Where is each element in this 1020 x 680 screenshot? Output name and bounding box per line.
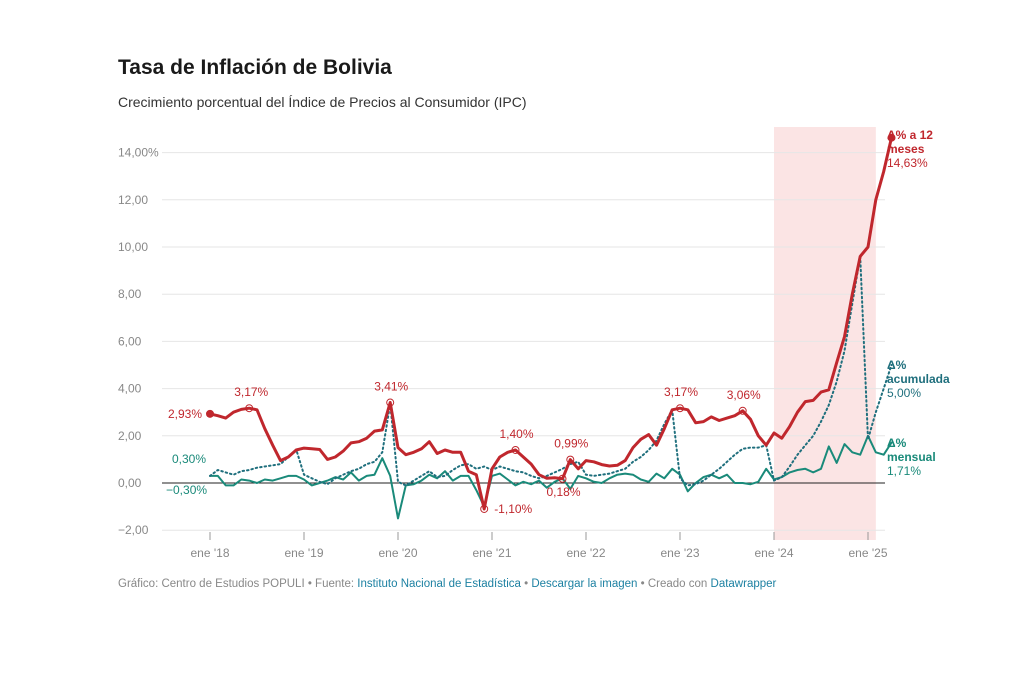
annotation-marker bbox=[558, 474, 567, 483]
y-tick-label: 0,00 bbox=[118, 476, 142, 490]
annual-start-point bbox=[206, 409, 214, 418]
annotation-marker bbox=[738, 406, 747, 415]
series-name-label: Δ% bbox=[887, 358, 907, 372]
end-label-layer: Δ% a 12meses14,63%Δ%acumulada5,00%Δ%mens… bbox=[887, 128, 950, 478]
series-name-label: meses bbox=[887, 142, 925, 156]
data-label: 0,99% bbox=[554, 437, 588, 451]
chart-title: Tasa de Inflación de Bolivia bbox=[118, 56, 392, 79]
y-tick-label: 6,00 bbox=[118, 334, 142, 348]
data-label: -1,10% bbox=[494, 502, 532, 516]
y-axis: 14,00% 12,00 10,00 8,00 6,00 4,00 2,00 0,00 −2,0… bbox=[118, 146, 159, 538]
x-tick-label: ene '25 bbox=[849, 546, 888, 560]
y-tick-label: 4,00 bbox=[118, 382, 142, 396]
source-link[interactable]: Instituto Nacional de Estadística bbox=[357, 578, 521, 590]
series-name-label: mensual bbox=[887, 450, 936, 464]
chart-footer: Gráfico: Centro de Estudios POPULI • Fue… bbox=[118, 578, 776, 590]
grid-layer bbox=[162, 152, 885, 531]
data-label: 0,30% bbox=[172, 452, 206, 466]
annotation-marker bbox=[676, 404, 684, 413]
x-tick-label: ene '21 bbox=[473, 546, 512, 560]
x-tick-label: ene '24 bbox=[755, 546, 794, 560]
data-label: 3,17% bbox=[234, 385, 268, 399]
footer-separator: • bbox=[520, 578, 532, 590]
data-label: 0,18% bbox=[547, 485, 581, 499]
highlight-band-layer bbox=[774, 127, 876, 540]
series-end-value: 5,00% bbox=[887, 386, 921, 400]
download-image-link[interactable]: Descargar la imagen bbox=[531, 578, 638, 590]
y-tick-label: 8,00 bbox=[118, 287, 142, 301]
x-tick-label: ene '18 bbox=[191, 546, 230, 560]
data-label: 1,40% bbox=[500, 427, 534, 441]
series-cumulative-line bbox=[209, 255, 893, 487]
x-tick-label: ene '20 bbox=[379, 546, 418, 560]
data-label: 3,17% bbox=[664, 385, 698, 399]
data-label: 2,93% bbox=[168, 407, 202, 421]
annotation-marker bbox=[245, 404, 254, 413]
x-tick-label: ene '22 bbox=[567, 546, 606, 560]
annotation-marker bbox=[511, 445, 520, 454]
series-name-label: Δ% a 12 bbox=[887, 128, 933, 142]
series-name-label: Δ% bbox=[887, 436, 907, 450]
series-annual-line bbox=[208, 136, 893, 511]
y-tick-label: 12,00 bbox=[118, 193, 148, 207]
annotation-marker bbox=[386, 398, 395, 407]
series-name-label: acumulada bbox=[887, 372, 950, 386]
y-tick-label: −2,00 bbox=[118, 523, 149, 537]
footer-credit: Gráfico: Centro de Estudios POPULI • Fue… bbox=[118, 578, 358, 590]
series-end-value: 1,71% bbox=[887, 464, 921, 478]
data-label: −0,30% bbox=[166, 483, 207, 497]
annotation-layer: 2,93% 3,17% 3,41% -1,10% 1,40% 0,18% 0,99% 3,17… bbox=[166, 380, 761, 516]
annual-end-point bbox=[887, 133, 896, 142]
highlight-band bbox=[774, 127, 876, 540]
data-label: 3,06% bbox=[727, 388, 761, 402]
footer-created-with: • Creado con bbox=[637, 578, 711, 590]
data-label: 3,41% bbox=[374, 380, 408, 394]
series-end-value: 14,63% bbox=[887, 156, 928, 170]
y-tick-label: 14,00% bbox=[118, 146, 159, 160]
y-tick-label: 2,00 bbox=[118, 429, 142, 443]
x-axis: ene '18 ene '19 ene '20 ene '21 ene '22 ene '… bbox=[191, 532, 888, 560]
annotation-marker bbox=[480, 504, 489, 513]
annotation-marker bbox=[566, 455, 575, 464]
chart-subtitle: Crecimiento porcentual del Índice de Pre… bbox=[118, 94, 527, 110]
series-layer bbox=[206, 133, 896, 520]
x-tick-label: ene '19 bbox=[285, 546, 324, 560]
x-tick-label: ene '23 bbox=[661, 546, 700, 560]
y-tick-label: 10,00 bbox=[118, 240, 148, 254]
datawrapper-link[interactable]: Datawrapper bbox=[710, 578, 777, 590]
